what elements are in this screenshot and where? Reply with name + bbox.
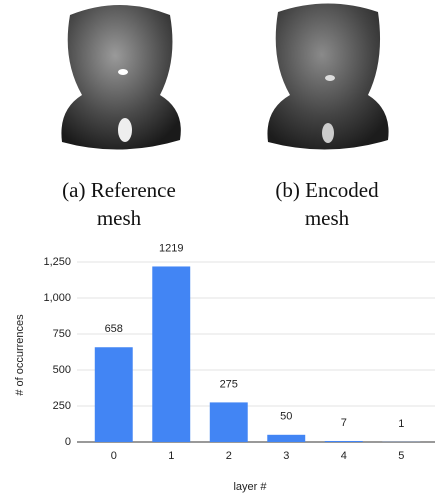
bar bbox=[152, 266, 190, 442]
reference-mesh bbox=[61, 5, 180, 150]
data-label: 1219 bbox=[159, 242, 183, 254]
x-tick-label: 2 bbox=[226, 450, 232, 462]
bar bbox=[267, 435, 305, 442]
y-tick-label: 1,000 bbox=[43, 292, 71, 304]
y-tick-label: 500 bbox=[53, 364, 71, 376]
x-tick-label: 4 bbox=[341, 450, 347, 462]
x-tick-label: 3 bbox=[283, 450, 289, 462]
data-label: 275 bbox=[220, 378, 238, 390]
bar bbox=[325, 441, 363, 442]
bar bbox=[210, 402, 248, 442]
caption: (b) Encoded mesh bbox=[252, 176, 402, 232]
y-axis-label: # of occurrences bbox=[14, 314, 26, 396]
caption: (a) Reference mesh bbox=[44, 176, 194, 232]
y-tick-label: 750 bbox=[53, 328, 71, 340]
mesh-images bbox=[0, 0, 438, 165]
y-tick-label: 0 bbox=[65, 436, 71, 448]
data-label: 7 bbox=[341, 417, 347, 429]
encoded-mesh bbox=[267, 4, 388, 150]
bar bbox=[95, 347, 133, 442]
x-tick-label: 5 bbox=[398, 450, 404, 462]
y-tick-label: 250 bbox=[53, 400, 71, 412]
x-tick-label: 0 bbox=[111, 450, 117, 462]
data-label: 1 bbox=[398, 418, 404, 430]
y-tick-label: 1,250 bbox=[43, 256, 71, 268]
data-label: 50 bbox=[280, 411, 292, 423]
x-tick-label: 1 bbox=[168, 450, 174, 462]
page: (a) Reference mesh (b) Encoded mesh laye… bbox=[0, 0, 438, 495]
x-axis-label: layer # bbox=[233, 481, 267, 493]
chart: layer # # of occurrences 02505007501,000… bbox=[0, 240, 438, 495]
data-label: 658 bbox=[105, 323, 123, 335]
